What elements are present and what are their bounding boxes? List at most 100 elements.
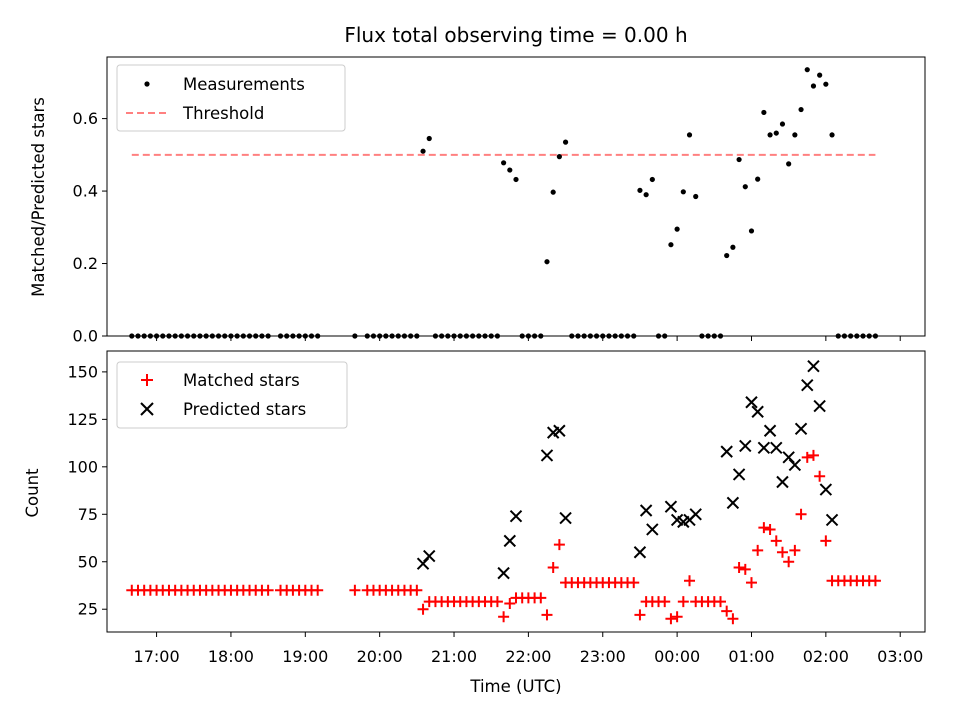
matched-point xyxy=(312,584,324,596)
matched-point xyxy=(820,535,832,547)
bottom-panel-plot-area xyxy=(126,359,881,625)
measurement-point xyxy=(804,67,810,73)
measurement-point xyxy=(798,106,804,113)
measurement-point xyxy=(562,139,569,145)
predicted-point xyxy=(540,449,554,462)
legend-measurements-marker xyxy=(144,81,150,87)
x-tick-label: 23:00 xyxy=(580,647,626,666)
top-legend-box xyxy=(116,64,346,132)
y-tick-label: 25 xyxy=(78,600,98,619)
y-tick-label: 50 xyxy=(78,552,98,571)
x-tick-label: 17:00 xyxy=(134,647,180,666)
matched-point xyxy=(764,523,776,535)
matched-point xyxy=(677,596,689,608)
bottom-panel-y-ticks: 25 50 75 100 125 150 xyxy=(67,362,107,619)
matched-stars-series xyxy=(126,449,881,625)
predicted-point xyxy=(633,546,647,559)
predicted-point xyxy=(794,422,808,436)
matched-point xyxy=(417,603,429,615)
top-panel-plot-area xyxy=(129,67,879,339)
y-tick-label: 0.6 xyxy=(73,109,98,128)
legend-matched-label: Matched stars xyxy=(183,371,300,390)
measurement-point xyxy=(556,154,562,160)
x-tick-label: 03:00 xyxy=(877,647,923,666)
predicted-point xyxy=(646,523,659,536)
measurement-point xyxy=(742,184,748,190)
top-panel-legend: Measurements Threshold xyxy=(116,64,346,132)
measurement-point xyxy=(773,130,779,136)
predicted-point xyxy=(503,534,517,548)
top-panel: 0.0 0.2 0.4 0.6 Matched/Predicted stars Mea… xyxy=(29,56,926,346)
predicted-point xyxy=(559,511,572,525)
matched-point xyxy=(795,508,807,520)
bottom-panel-legend: Matched stars Predicted stars xyxy=(116,361,348,429)
legend-predicted-label: Predicted stars xyxy=(183,400,306,419)
bottom-panel-x-ticks: 17:00 18:00 19:00 20:00 21:00 22:00 23:00 00:00… xyxy=(134,632,923,666)
matched-point xyxy=(715,596,726,608)
measurement-point xyxy=(724,252,730,259)
measurement-point xyxy=(643,192,649,198)
matched-point xyxy=(733,561,745,573)
measurement-point xyxy=(513,176,519,183)
measurement-point xyxy=(730,244,736,250)
measurement-point xyxy=(755,176,761,182)
predicted-point xyxy=(757,441,771,455)
measurement-point xyxy=(736,156,742,163)
bottom-panel-frame xyxy=(106,350,926,633)
predicted-point xyxy=(720,445,733,458)
measurement-point xyxy=(544,259,550,265)
predicted-point xyxy=(739,439,752,453)
matched-point xyxy=(869,575,881,587)
measurement-point xyxy=(686,132,693,138)
predicted-point xyxy=(639,504,653,517)
matched-point xyxy=(814,470,826,482)
matched-point xyxy=(491,596,503,608)
matched-point xyxy=(789,544,801,556)
measurement-point xyxy=(680,189,686,195)
predicted-point xyxy=(763,424,777,437)
predicted-point xyxy=(509,509,523,523)
matched-point xyxy=(801,451,813,463)
x-tick-label: 22:00 xyxy=(505,647,551,666)
measurement-point xyxy=(829,132,835,138)
matched-point xyxy=(752,544,764,556)
bottom-panel-y-axis-label: Count xyxy=(23,468,42,518)
measurement-point xyxy=(779,121,786,127)
y-tick-label: 0.0 xyxy=(73,327,98,346)
predicted-point xyxy=(689,508,702,521)
predicted-point xyxy=(813,399,826,413)
legend-threshold-label: Threshold xyxy=(182,104,264,123)
y-tick-label: 125 xyxy=(67,410,98,429)
predicted-stars-series xyxy=(416,359,839,580)
y-tick-label: 150 xyxy=(67,362,98,381)
matched-point xyxy=(721,605,733,617)
measurement-point xyxy=(792,132,798,138)
matched-point xyxy=(541,609,553,621)
matched-point xyxy=(628,577,640,589)
measurement-point xyxy=(420,148,426,154)
matched-point xyxy=(349,584,361,596)
measurement-point xyxy=(550,189,556,195)
x-tick-label: 19:00 xyxy=(282,647,328,666)
y-tick-label: 0.4 xyxy=(73,182,98,201)
matched-point xyxy=(776,546,788,558)
measurement-point xyxy=(507,167,513,173)
measurement-point xyxy=(817,72,823,78)
measurement-point xyxy=(810,83,817,89)
measurement-point xyxy=(637,187,643,193)
matched-point xyxy=(553,539,565,551)
bottom-panel: 25 50 75 100 125 150 17:00 18:00 19:00 20:00 21:0… xyxy=(23,350,926,666)
top-panel-y-ticks: 0.0 0.2 0.4 0.6 xyxy=(73,109,107,346)
matched-point xyxy=(739,563,751,575)
predicted-point xyxy=(819,483,833,496)
predicted-point xyxy=(825,513,839,527)
matched-point xyxy=(684,575,696,587)
legend-predicted-marker xyxy=(140,402,154,416)
legend-measurements-label: Measurements xyxy=(183,75,305,94)
matched-point xyxy=(665,613,677,625)
x-tick-label: 18:00 xyxy=(208,647,254,666)
measurement-point xyxy=(668,242,674,248)
y-tick-label: 100 xyxy=(67,457,98,476)
matched-point xyxy=(498,611,510,623)
